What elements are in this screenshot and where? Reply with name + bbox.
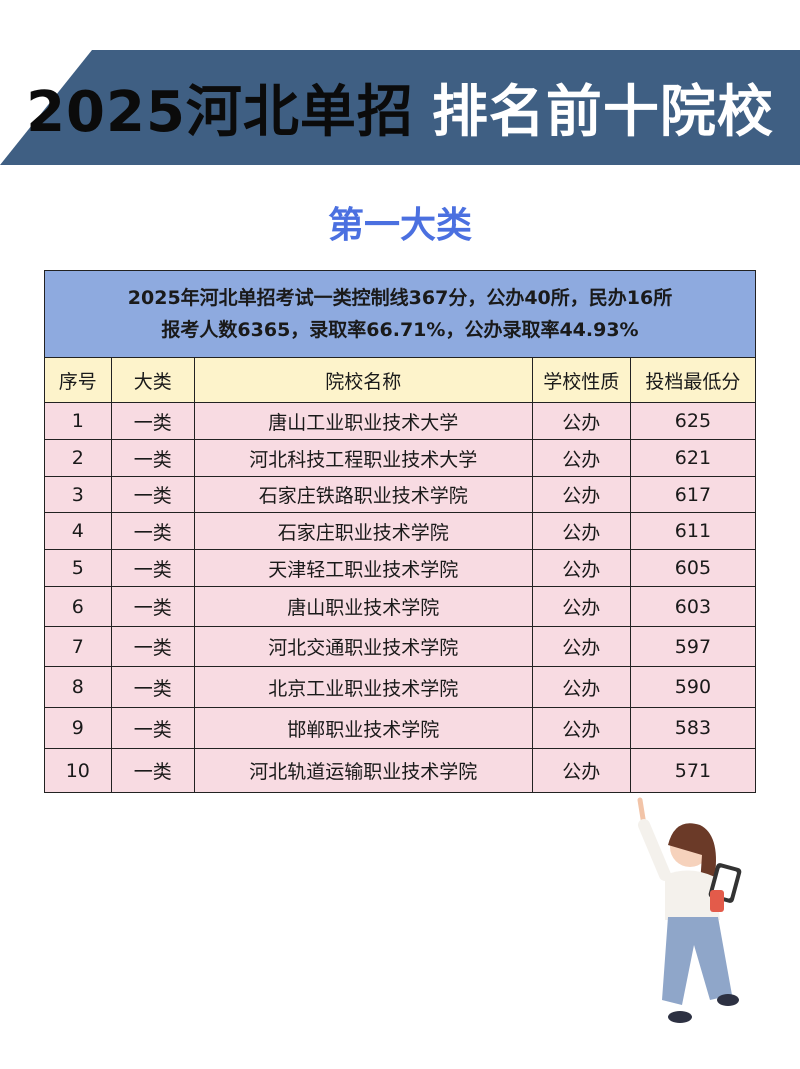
table-row: 1 一类 唐山工业职业技术大学 公办 625 bbox=[44, 402, 757, 440]
col-school-type-cell: 公办 bbox=[531, 748, 631, 793]
table-row: 7 一类 河北交通职业技术学院 公办 597 bbox=[44, 626, 757, 667]
col-school-type-cell: 公办 bbox=[531, 707, 631, 749]
col-category-cell: 一类 bbox=[110, 626, 195, 667]
col-school-type-cell: 公办 bbox=[531, 512, 631, 550]
table-row: 5 一类 天津轻工职业技术学院 公办 605 bbox=[44, 549, 757, 587]
col-category-cell: 一类 bbox=[110, 748, 195, 793]
col-min-score-cell: 583 bbox=[629, 707, 757, 749]
col-category-cell: 一类 bbox=[110, 476, 195, 513]
col-index-cell: 5 bbox=[44, 549, 112, 587]
subtitle: 第一大类 bbox=[327, 205, 472, 246]
page-title: 2025河北单招 排名前十院校 bbox=[26, 80, 774, 145]
col-index-header: 序号 bbox=[44, 357, 112, 403]
col-min-score-cell: 571 bbox=[629, 748, 757, 793]
col-school-name-cell: 河北交通职业技术学院 bbox=[193, 626, 533, 667]
col-min-score-cell: 590 bbox=[629, 666, 757, 708]
col-category-header: 大类 bbox=[110, 357, 195, 403]
col-school-name-cell: 唐山职业技术学院 bbox=[193, 586, 533, 627]
table-row: 10 一类 河北轨道运输职业技术学院 公办 571 bbox=[44, 748, 757, 793]
info-cell: 2025年河北单招考试一类控制线367分，公办40所，民办16所 报考人数6365… bbox=[44, 270, 756, 358]
col-index-cell: 1 bbox=[44, 402, 112, 440]
col-school-name-cell: 石家庄职业技术学院 bbox=[193, 512, 533, 550]
col-school-type-cell: 公办 bbox=[531, 439, 631, 477]
col-min-score-cell: 625 bbox=[629, 402, 757, 440]
col-category-cell: 一类 bbox=[110, 586, 195, 627]
col-school-name-cell: 天津轻工职业技术学院 bbox=[193, 549, 533, 587]
col-school-type-header: 学校性质 bbox=[531, 357, 631, 403]
col-index-cell: 10 bbox=[44, 748, 112, 793]
col-school-name-cell: 河北轨道运输职业技术学院 bbox=[193, 748, 533, 793]
col-min-score-cell: 617 bbox=[629, 476, 757, 513]
table-row: 4 一类 石家庄职业技术学院 公办 611 bbox=[44, 512, 757, 550]
col-min-score-cell: 597 bbox=[629, 626, 757, 667]
col-category-cell: 一类 bbox=[110, 402, 195, 440]
girl-illustration bbox=[637, 797, 742, 1023]
col-category-cell: 一类 bbox=[110, 707, 195, 749]
col-school-name-cell: 邯郸职业技术学院 bbox=[193, 707, 533, 749]
col-school-type-cell: 公办 bbox=[531, 549, 631, 587]
col-school-type-cell: 公办 bbox=[531, 626, 631, 667]
table-row: 6 一类 唐山职业技术学院 公办 603 bbox=[44, 586, 757, 627]
col-school-name-cell: 北京工业职业技术学院 bbox=[193, 666, 533, 708]
col-school-type-cell: 公办 bbox=[531, 476, 631, 513]
col-index-cell: 6 bbox=[44, 586, 112, 627]
col-min-score-cell: 605 bbox=[629, 549, 757, 587]
table-row: 9 一类 邯郸职业技术学院 公办 583 bbox=[44, 707, 757, 749]
col-category-cell: 一类 bbox=[110, 512, 195, 550]
col-category-cell: 一类 bbox=[110, 439, 195, 477]
col-school-name-header: 院校名称 bbox=[193, 357, 533, 403]
col-school-type-cell: 公办 bbox=[531, 666, 631, 708]
title-banner bbox=[0, 50, 800, 165]
col-school-name-cell: 唐山工业职业技术大学 bbox=[193, 402, 533, 440]
col-min-score-cell: 621 bbox=[629, 439, 757, 477]
table-row: 2 一类 河北科技工程职业技术大学 公办 621 bbox=[44, 439, 757, 477]
col-index-cell: 4 bbox=[44, 512, 112, 550]
col-index-cell: 3 bbox=[44, 476, 112, 513]
ranking-table: 2025年河北单招考试一类控制线367分，公办40所，民办16所 报考人数6365… bbox=[44, 270, 757, 793]
col-min-score-cell: 611 bbox=[629, 512, 757, 550]
col-school-name-cell: 河北科技工程职业技术大学 bbox=[193, 439, 533, 477]
col-school-type-cell: 公办 bbox=[531, 402, 631, 440]
table-row: 3 一类 石家庄铁路职业技术学院 公办 617 bbox=[44, 476, 757, 513]
col-school-type-cell: 公办 bbox=[531, 586, 631, 627]
col-category-cell: 一类 bbox=[110, 666, 195, 708]
col-school-name-cell: 石家庄铁路职业技术学院 bbox=[193, 476, 533, 513]
col-index-cell: 7 bbox=[44, 626, 112, 667]
table-row: 8 一类 北京工业职业技术学院 公办 590 bbox=[44, 666, 757, 708]
col-index-cell: 9 bbox=[44, 707, 112, 749]
col-min-score-cell: 603 bbox=[629, 586, 757, 627]
col-index-cell: 2 bbox=[44, 439, 112, 477]
col-category-cell: 一类 bbox=[110, 549, 195, 587]
col-min-score-header: 投档最低分 bbox=[629, 357, 757, 403]
col-index-cell: 8 bbox=[44, 666, 112, 708]
